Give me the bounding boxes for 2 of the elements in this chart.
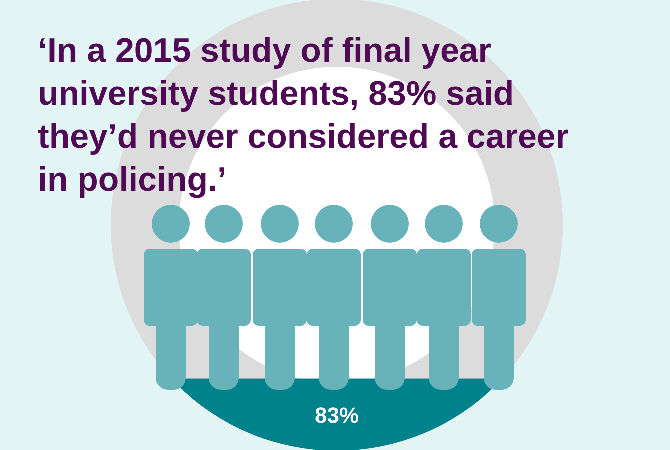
text: ‘In a 2015 study of final year university students, 83% said they’d never considered a career in policing.’ [38,32,570,199]
data-label: 83% [314,403,360,428]
